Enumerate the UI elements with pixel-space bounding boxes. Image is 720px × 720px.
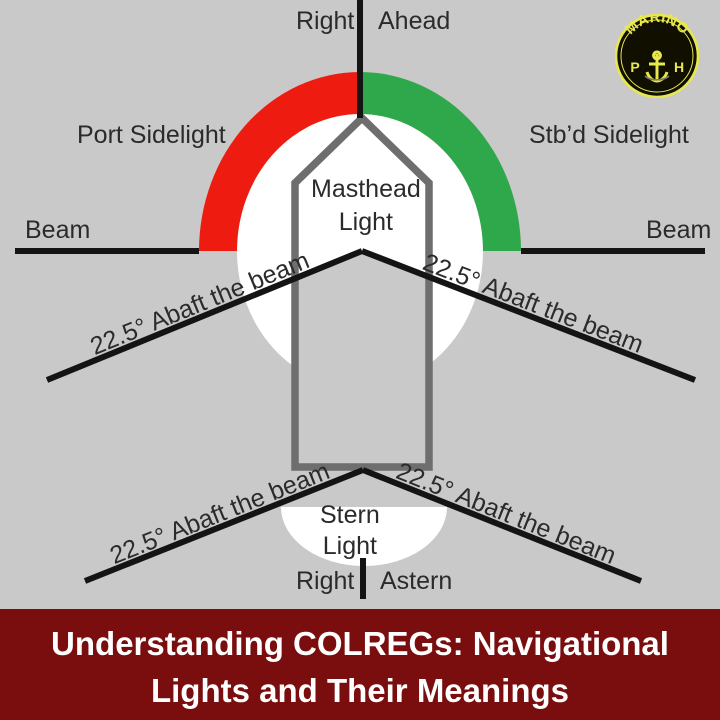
svg-text:H: H bbox=[674, 59, 684, 75]
svg-text:P: P bbox=[630, 59, 639, 75]
